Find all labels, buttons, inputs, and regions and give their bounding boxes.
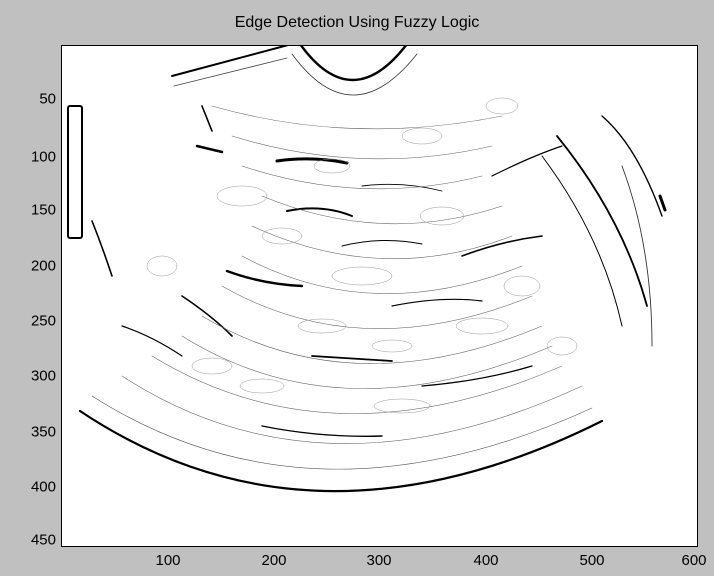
ytick-label: 450 bbox=[30, 531, 56, 549]
right-mark bbox=[658, 194, 667, 212]
ytick-label: 300 bbox=[30, 367, 56, 385]
streak-14 bbox=[201, 105, 213, 132]
ytick-label: 350 bbox=[30, 423, 56, 441]
right-edge-arc-3 bbox=[601, 115, 663, 217]
xtick-label: 200 bbox=[261, 552, 287, 569]
ytick-label: 200 bbox=[30, 257, 56, 275]
streak-6 bbox=[461, 235, 543, 257]
left-vertical-bar bbox=[67, 105, 83, 239]
probe-top-arc-2 bbox=[291, 53, 418, 96]
fan-left-edge bbox=[171, 46, 289, 77]
fan-bottom-arc-inner bbox=[91, 395, 593, 470]
right-edge-arc-1 bbox=[556, 135, 648, 307]
fan-bottom-arc bbox=[78, 409, 604, 493]
xtick-label: 300 bbox=[366, 552, 392, 569]
edge-image bbox=[67, 46, 667, 493]
xtick-label: 400 bbox=[473, 552, 499, 569]
streak-3 bbox=[286, 207, 353, 217]
xtick-label: 600 bbox=[681, 552, 707, 569]
streak-8 bbox=[181, 295, 233, 337]
ytick-label: 400 bbox=[30, 478, 56, 496]
streak-16 bbox=[361, 183, 443, 192]
streak-7 bbox=[391, 298, 483, 307]
streak-12 bbox=[261, 425, 383, 437]
streak-13 bbox=[491, 145, 563, 177]
streak-2 bbox=[195, 144, 224, 154]
image-axes bbox=[61, 45, 698, 547]
streak-10 bbox=[341, 239, 423, 247]
figure-title: Edge Detection Using Fuzzy Logic bbox=[234, 14, 480, 31]
streak-4 bbox=[225, 269, 304, 288]
right-edge-arc-2 bbox=[541, 155, 623, 327]
right-edge-arc-4 bbox=[621, 165, 653, 347]
ytick-label: 50 bbox=[39, 90, 56, 108]
streak-1 bbox=[275, 157, 349, 165]
ytick-label: 150 bbox=[30, 201, 56, 219]
xtick-label: 500 bbox=[579, 552, 605, 569]
probe-top-arc bbox=[300, 46, 407, 81]
streak-5 bbox=[311, 355, 393, 362]
streak-11 bbox=[421, 365, 533, 387]
ytick-label: 250 bbox=[30, 312, 56, 330]
fan-left-edge-2 bbox=[173, 57, 288, 87]
xtick-label: 100 bbox=[155, 552, 181, 569]
ytick-label: 100 bbox=[30, 148, 56, 166]
streak-15 bbox=[91, 220, 113, 277]
streak-9 bbox=[121, 325, 183, 357]
